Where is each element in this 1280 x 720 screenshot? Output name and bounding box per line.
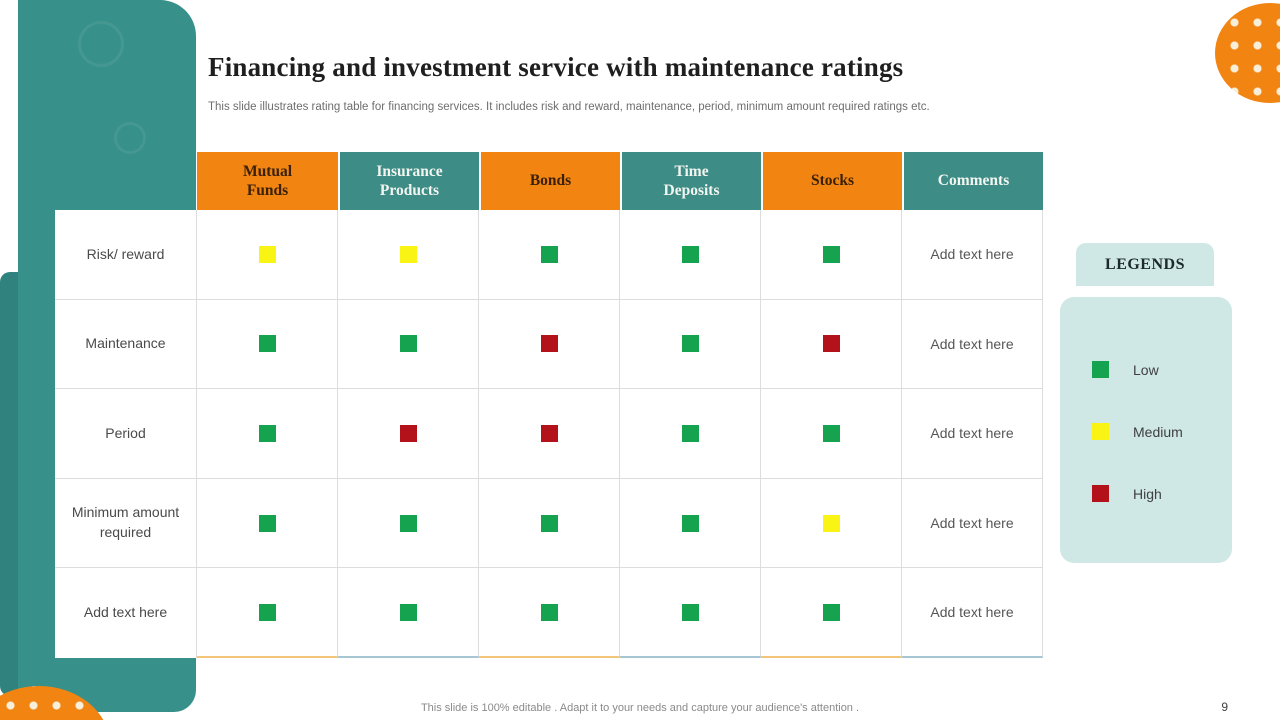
- rating-square: [681, 514, 699, 532]
- rating-square: [681, 424, 699, 442]
- decor-circle-icon: [114, 122, 146, 154]
- legend-item-medium: Medium: [1092, 423, 1232, 440]
- rating-cell: [620, 478, 761, 569]
- legend-title: LEGENDS: [1076, 243, 1214, 286]
- table-row-maintenance: Maintenance Add text here: [55, 299, 1043, 390]
- column-header-mutual-funds: Mutual Funds: [197, 152, 338, 210]
- rating-square: [681, 603, 699, 621]
- rating-cell: [197, 299, 338, 390]
- legend-swatch-high: [1092, 485, 1109, 502]
- rating-square: [399, 603, 417, 621]
- rating-square: [822, 603, 840, 621]
- rating-cell: [479, 478, 620, 569]
- rating-square: [681, 335, 699, 353]
- rating-cell: [479, 210, 620, 300]
- rating-cell: [761, 389, 902, 479]
- page-subtitle: This slide illustrates rating table for …: [208, 101, 930, 113]
- row-label: Minimum amount required: [55, 478, 197, 569]
- page-title: Financing and investment service with ma…: [208, 52, 904, 82]
- column-header-stocks: Stocks: [761, 152, 902, 210]
- rating-cell: [197, 568, 338, 658]
- table-row-minimum-amount: Minimum amount required Add text here: [55, 478, 1043, 569]
- footer-note: This slide is 100% editable . Adapt it t…: [420, 702, 860, 714]
- rating-square: [399, 514, 417, 532]
- legend-item-low: Low: [1092, 361, 1232, 378]
- rating-square: [258, 514, 276, 532]
- left-accent-bar: [0, 272, 20, 696]
- rating-square: [822, 245, 840, 263]
- column-header-insurance-products: Insurance Products: [338, 152, 479, 210]
- rating-cell: [761, 478, 902, 569]
- row-label: Maintenance: [55, 299, 197, 390]
- rating-cell: [338, 568, 479, 658]
- legend-swatch-low: [1092, 361, 1109, 378]
- rating-square: [540, 514, 558, 532]
- rating-cell: [761, 299, 902, 390]
- rating-cell: [620, 389, 761, 479]
- rating-cell: [479, 389, 620, 479]
- rating-square: [258, 424, 276, 442]
- page-number: 9: [1221, 700, 1228, 714]
- rating-square: [258, 335, 276, 353]
- rating-cell: [479, 568, 620, 658]
- rating-cell: [620, 210, 761, 300]
- rating-square: [540, 335, 558, 353]
- rating-cell: [197, 478, 338, 569]
- table-row-period: Period Add text here: [55, 389, 1043, 479]
- table-header-row: Mutual Funds Insurance Products Bonds Ti…: [55, 152, 1043, 210]
- legend-label: Low: [1133, 361, 1159, 378]
- rating-cell: [197, 389, 338, 479]
- rating-square: [399, 335, 417, 353]
- rating-square: [540, 424, 558, 442]
- comment-placeholder[interactable]: Add text here: [902, 389, 1043, 479]
- legend-item-high: High: [1092, 485, 1232, 502]
- rating-square: [822, 424, 840, 442]
- row-label: Period: [55, 389, 197, 479]
- rating-cell: [338, 478, 479, 569]
- dotted-circle-top-right: [1215, 3, 1280, 103]
- comment-placeholder[interactable]: Add text here: [902, 210, 1043, 300]
- rating-cell: [761, 568, 902, 658]
- rating-cell: [620, 568, 761, 658]
- column-header-bonds: Bonds: [479, 152, 620, 210]
- table-row-risk-reward: Risk/ reward Add text here: [55, 210, 1043, 300]
- rating-square: [399, 424, 417, 442]
- rating-cell: [197, 210, 338, 300]
- rating-square: [258, 245, 276, 263]
- ratings-table: Mutual Funds Insurance Products Bonds Ti…: [55, 152, 1043, 658]
- legend-label: Medium: [1133, 423, 1183, 440]
- table-row-add-text: Add text here Add text here: [55, 568, 1043, 658]
- rating-cell: [761, 210, 902, 300]
- rating-cell: [338, 210, 479, 300]
- header-spacer: [55, 152, 197, 210]
- rating-square: [540, 603, 558, 621]
- rating-square: [258, 603, 276, 621]
- comment-placeholder[interactable]: Add text here: [902, 478, 1043, 569]
- legend-box: Low Medium High: [1060, 297, 1232, 563]
- column-header-comments: Comments: [902, 152, 1043, 210]
- row-label: Risk/ reward: [55, 210, 197, 300]
- rating-cell: [620, 299, 761, 390]
- legend-swatch-medium: [1092, 423, 1109, 440]
- rating-square: [681, 245, 699, 263]
- rating-square: [540, 245, 558, 263]
- row-label-placeholder[interactable]: Add text here: [55, 568, 197, 658]
- legend-label: High: [1133, 485, 1162, 502]
- rating-cell: [338, 299, 479, 390]
- rating-square: [822, 514, 840, 532]
- comment-placeholder[interactable]: Add text here: [902, 299, 1043, 390]
- rating-cell: [479, 299, 620, 390]
- rating-square: [399, 245, 417, 263]
- decor-circle-icon: [78, 21, 124, 67]
- rating-cell: [338, 389, 479, 479]
- rating-square: [822, 335, 840, 353]
- comment-placeholder[interactable]: Add text here: [902, 568, 1043, 658]
- column-header-time-deposits: Time Deposits: [620, 152, 761, 210]
